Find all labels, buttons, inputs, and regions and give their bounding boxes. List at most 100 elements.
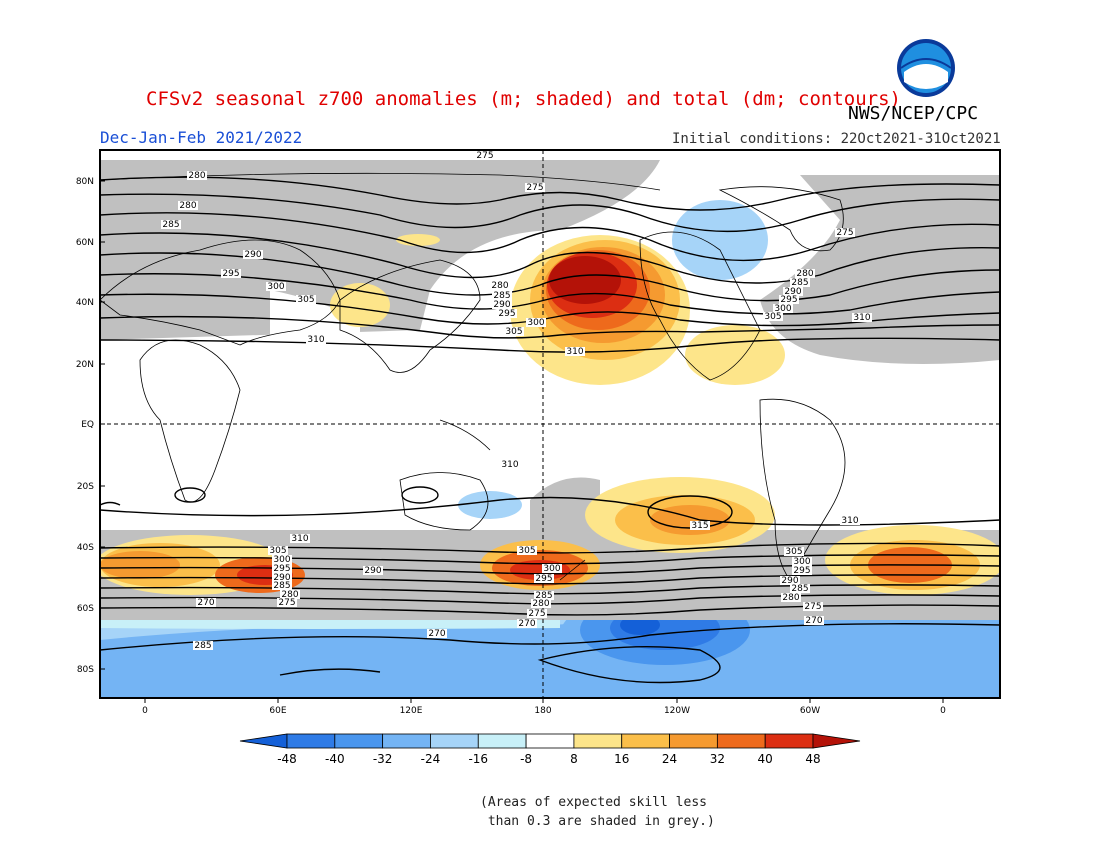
contour-label-bg <box>517 619 537 628</box>
contour-label: 290 <box>244 250 261 260</box>
lat-label: EQ <box>81 420 94 430</box>
contour-label-bg <box>795 269 815 278</box>
contour-label-bg <box>517 546 537 555</box>
contour-label: 275 <box>528 609 545 619</box>
lat-label: 60S <box>77 604 94 614</box>
lon-label: 120W <box>664 706 690 716</box>
lat-label: 80N <box>76 177 94 187</box>
colorbar-swatch <box>621 733 670 749</box>
contour-label-bg <box>161 220 181 229</box>
colorbar-swatch <box>286 733 336 749</box>
contour-label: 280 <box>491 281 508 291</box>
contour-label: 270 <box>197 598 214 608</box>
contour-label: 315 <box>691 521 708 531</box>
contour-label-bg <box>500 460 520 469</box>
lat-label: 40S <box>77 543 94 553</box>
contour-label-bg <box>178 201 198 210</box>
contour-label: 275 <box>476 151 493 161</box>
contour-label-bg <box>790 278 810 287</box>
contour-label: 270 <box>428 629 445 639</box>
contour-label-bg <box>542 564 562 573</box>
lon-label: 60W <box>800 706 820 716</box>
colorbar-right-arrow <box>812 733 861 749</box>
contour-label: 270 <box>805 616 822 626</box>
lon-label: 180 <box>534 706 551 716</box>
height-contours <box>100 176 1000 684</box>
contour-label-bg <box>221 269 241 278</box>
colorbar-tick-label: -8 <box>520 752 533 766</box>
contour-label-bg <box>277 598 297 607</box>
contour-label: 295 <box>273 564 290 574</box>
colorbar-tick-label: 16 <box>614 752 630 766</box>
latitude-axis: 80N 60N 40N 20N EQ 20S 40S 60S 80S <box>76 177 105 675</box>
contour-label: 295 <box>498 309 515 319</box>
contour-label-bg <box>763 312 783 321</box>
contour-label-bg <box>243 250 263 259</box>
contour-label: 280 <box>796 269 813 279</box>
contour-label: 305 <box>297 295 314 305</box>
contour-label-bg <box>790 584 810 593</box>
colorbar-tick-label: 40 <box>757 752 773 766</box>
contour-label: 280 <box>188 171 205 181</box>
contour-label: 305 <box>269 546 286 556</box>
colorbar-tick-label: -32 <box>372 752 393 766</box>
contour-label: 310 <box>566 347 583 357</box>
contour-label-bg <box>187 171 207 180</box>
contour-label-bg <box>290 534 310 543</box>
contour-label-bg <box>531 599 551 608</box>
lat-label: 40N <box>76 298 94 308</box>
colorbar-tick-label: 48 <box>805 752 821 766</box>
contour-label-bg <box>803 602 823 611</box>
lat-label: 20S <box>77 482 94 492</box>
contour-label-bg <box>792 566 812 575</box>
contour-label: 285 <box>162 220 179 230</box>
contour-label: 285 <box>273 581 290 591</box>
contour-label: 285 <box>791 278 808 288</box>
contour-label: 310 <box>291 534 308 544</box>
contour-label-bg <box>268 546 288 555</box>
contour-label: 295 <box>780 295 797 305</box>
contour-label: 300 <box>267 282 284 292</box>
colorbar-tick-label: -16 <box>468 752 489 766</box>
contour-label-bg <box>196 598 216 607</box>
contour-label-bg <box>492 291 512 300</box>
contour-label-bg <box>792 557 812 566</box>
lat-label: 80S <box>77 665 94 675</box>
contour-label: 270 <box>518 619 535 629</box>
contour-label-bg <box>565 347 585 356</box>
contour-label: 280 <box>532 599 549 609</box>
colorbar-swatch <box>669 733 718 749</box>
contour-label: 310 <box>853 313 870 323</box>
skill-note: (Areas of expected skill less than 0.3 a… <box>480 795 715 829</box>
contour-label-bg <box>526 318 546 327</box>
colorbar-tick-label: -48 <box>277 752 297 766</box>
contour-label-bg <box>773 304 793 313</box>
contour-label-bg <box>492 300 512 309</box>
anomaly-colorbar <box>239 733 861 749</box>
contour-label: 275 <box>804 602 821 612</box>
contour-label: 280 <box>179 201 196 211</box>
contour-label-bg <box>781 593 801 602</box>
lon-label: 60E <box>269 706 286 716</box>
lat-label: 20N <box>76 360 94 370</box>
contour-label: 285 <box>791 584 808 594</box>
contour-label: 290 <box>273 573 290 583</box>
contour-label: 305 <box>505 327 522 337</box>
contour-label: 280 <box>281 590 298 600</box>
contour-label-bg <box>525 183 545 192</box>
contour-label-bg <box>306 335 326 344</box>
contour-label-bg <box>363 566 383 575</box>
colorbar-swatch <box>573 733 623 749</box>
contour-label-bg <box>804 616 824 625</box>
contour-label: 310 <box>841 516 858 526</box>
skill-holes <box>270 290 360 350</box>
contour-label: 275 <box>836 228 853 238</box>
contour-label: 300 <box>273 555 290 565</box>
contour-label: 290 <box>781 576 798 586</box>
contour-label: 305 <box>518 546 535 556</box>
contour-label: 275 <box>278 598 295 608</box>
contour-label-bg <box>690 521 710 530</box>
contour-label: 300 <box>774 304 791 314</box>
contour-label-bg <box>272 555 292 564</box>
